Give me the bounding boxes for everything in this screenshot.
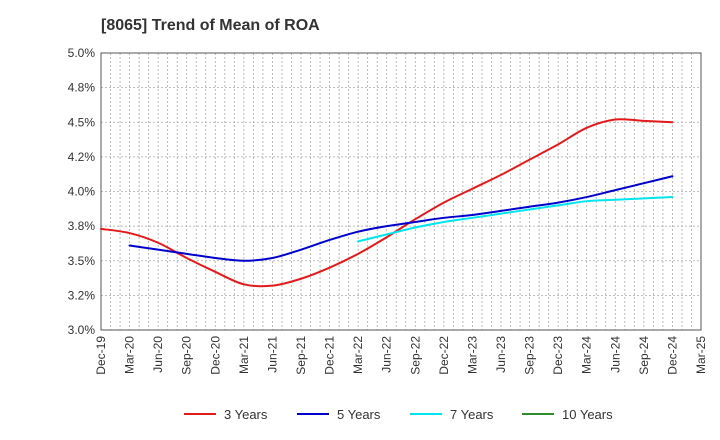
y-tick-label: 3.5%	[68, 254, 96, 268]
x-tick-label: Jun-20	[151, 336, 165, 373]
plot-border	[100, 52, 702, 331]
x-tick-label: Mar-20	[123, 336, 137, 374]
y-tick-label: 4.5%	[68, 115, 96, 129]
x-tick-label: Dec-20	[208, 336, 222, 375]
series-line-7-years	[357, 196, 674, 243]
x-tick-label: Mar-22	[351, 336, 365, 374]
y-tick-label: 3.8%	[68, 219, 96, 233]
legend-label-10-years: 10 Years	[562, 407, 613, 422]
x-tick-label: Sep-22	[408, 336, 422, 375]
legend-label-5-years: 5 Years	[337, 407, 381, 422]
x-tick-label: Jun-24	[608, 336, 622, 373]
x-tick-label: Sep-23	[523, 336, 537, 375]
plot-area	[100, 52, 702, 331]
x-tick-label: Dec-24	[665, 336, 679, 375]
y-axis-ticks: 3.0% 3.2% 3.5% 3.8% 4.0% 4.2% 4.5% 4.8% 5.0%	[68, 46, 96, 337]
y-tick-label: 4.2%	[68, 150, 96, 164]
x-tick-label: Dec-21	[323, 336, 337, 375]
x-tick-label: Mar-24	[580, 336, 594, 374]
legend: 3 Years 5 Years 7 Years 10 Years	[184, 407, 613, 422]
y-tick-label: 3.0%	[68, 323, 96, 337]
x-axis-ticks: Dec-19 Mar-20 Jun-20 Sep-20 Dec-20 Mar-21 Jun-…	[94, 336, 708, 375]
x-tick-label: Mar-21	[237, 336, 251, 374]
legend-label-7-years: 7 Years	[450, 407, 494, 422]
x-tick-label: Sep-20	[180, 336, 194, 375]
y-tick-label: 4.8%	[68, 81, 96, 95]
x-tick-label: Sep-24	[637, 336, 651, 375]
x-tick-label: Sep-21	[294, 336, 308, 375]
series-line-5-years	[128, 175, 674, 262]
chart-title: [8065] Trend of Mean of ROA	[101, 17, 320, 34]
y-tick-label: 3.2%	[68, 288, 96, 302]
x-tick-label: Mar-25	[694, 336, 708, 374]
series-layer	[100, 118, 674, 288]
x-tick-label: Jun-21	[265, 336, 279, 373]
x-tick-label: Jun-23	[494, 336, 508, 373]
x-tick-label: Jun-22	[380, 336, 394, 373]
x-tick-label: Dec-23	[551, 336, 565, 375]
x-tick-label: Dec-19	[94, 336, 108, 375]
x-tick-label: Dec-22	[437, 336, 451, 375]
x-tick-label: Mar-23	[465, 336, 479, 374]
y-tick-label: 5.0%	[68, 46, 96, 60]
series-line-3-years	[100, 118, 674, 288]
y-tick-label: 4.0%	[68, 185, 96, 199]
legend-label-3-years: 3 Years	[224, 407, 268, 422]
